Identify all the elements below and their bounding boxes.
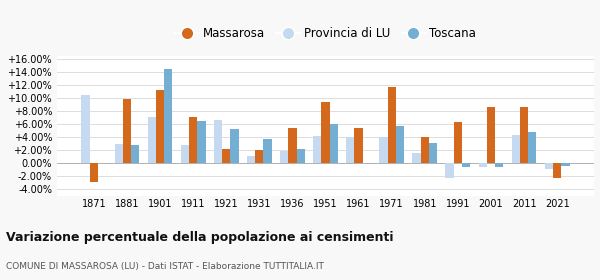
Bar <box>495 164 503 167</box>
Bar <box>280 151 288 164</box>
Bar <box>148 117 156 164</box>
Bar <box>197 121 206 164</box>
Bar <box>255 150 263 164</box>
Bar <box>123 99 131 164</box>
Bar <box>462 164 470 167</box>
Bar <box>396 126 404 164</box>
Text: Variazione percentuale della popolazione ai censimenti: Variazione percentuale della popolazione… <box>6 231 394 244</box>
Bar <box>296 149 305 164</box>
Bar <box>230 129 239 164</box>
Bar <box>164 69 172 164</box>
Bar <box>156 90 164 164</box>
Bar <box>355 128 363 164</box>
Bar <box>487 107 495 164</box>
Bar <box>115 144 123 164</box>
Bar <box>379 137 388 164</box>
Bar <box>82 95 89 164</box>
Bar <box>520 108 528 164</box>
Bar <box>222 149 230 164</box>
Bar <box>89 164 98 182</box>
Bar <box>412 153 421 164</box>
Bar <box>421 137 429 164</box>
Bar <box>479 164 487 167</box>
Bar <box>528 132 536 164</box>
Bar <box>545 164 553 169</box>
Bar <box>189 116 197 164</box>
Bar <box>131 144 139 164</box>
Bar <box>429 143 437 164</box>
Bar <box>553 164 562 178</box>
Bar <box>263 139 272 164</box>
Bar <box>454 122 462 164</box>
Bar <box>288 128 296 164</box>
Bar <box>313 136 322 164</box>
Bar <box>388 87 396 164</box>
Bar <box>329 124 338 164</box>
Legend: Massarosa, Provincia di LU, Toscana: Massarosa, Provincia di LU, Toscana <box>170 23 481 45</box>
Text: COMUNE DI MASSAROSA (LU) - Dati ISTAT - Elaborazione TUTTITALIA.IT: COMUNE DI MASSAROSA (LU) - Dati ISTAT - … <box>6 262 324 271</box>
Bar <box>512 136 520 164</box>
Bar <box>214 120 222 164</box>
Bar <box>247 156 255 164</box>
Bar <box>322 102 329 164</box>
Bar <box>346 137 355 164</box>
Bar <box>445 164 454 178</box>
Bar <box>562 164 569 166</box>
Bar <box>181 144 189 164</box>
